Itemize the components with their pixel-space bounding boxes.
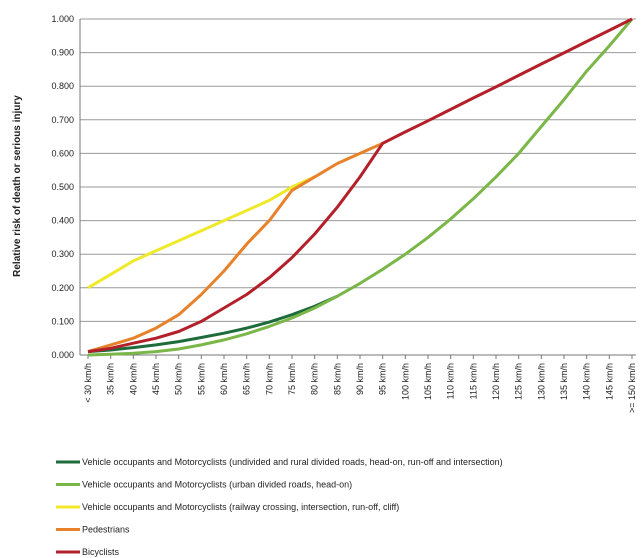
x-tick-label: < 30 km/h xyxy=(83,363,93,403)
x-tick-label: 50 km/h xyxy=(174,363,184,395)
y-tick-label: 0.600 xyxy=(51,148,74,158)
x-tick-label: 60 km/h xyxy=(219,363,229,395)
series-line xyxy=(87,18,634,357)
x-tick-label: 135 km/h xyxy=(559,363,569,400)
x-tick-label: 105 km/h xyxy=(423,363,433,400)
legend-label: Vehicle occupants and Motorcyclists (urb… xyxy=(82,480,352,490)
x-tick-label: 55 km/h xyxy=(196,363,206,395)
y-tick-label: 0.700 xyxy=(51,115,74,125)
x-tick-label: 95 km/h xyxy=(378,363,388,395)
x-tick-label: 120 km/h xyxy=(491,363,501,400)
x-tick-label: >= 150 km/h xyxy=(627,363,637,413)
y-tick-label: 0.000 xyxy=(51,350,74,360)
x-tick-label: 70 km/h xyxy=(264,363,274,395)
x-tick-label: 65 km/h xyxy=(242,363,252,395)
x-tick-label: 100 km/h xyxy=(400,363,410,400)
x-tick-label: 130 km/h xyxy=(536,363,546,400)
legend-label: Pedestrians xyxy=(82,525,130,535)
y-tick-label: 0.100 xyxy=(51,316,74,326)
y-tick-label: 0.200 xyxy=(51,283,74,293)
series-line xyxy=(87,294,338,354)
y-tick-label: 0.900 xyxy=(51,48,74,58)
series-line xyxy=(87,175,316,290)
series-line xyxy=(87,141,384,354)
x-tick-label: 80 km/h xyxy=(310,363,320,395)
x-tick-label: 40 km/h xyxy=(128,363,138,395)
y-axis-label: Relative risk of death or serious injury xyxy=(12,95,23,277)
legend-label: Bicyclists xyxy=(82,547,120,557)
x-tick-label: 35 km/h xyxy=(106,363,116,395)
y-tick-label: 0.300 xyxy=(51,249,74,259)
y-tick-label: 0.800 xyxy=(51,81,74,91)
x-tick-label: 140 km/h xyxy=(582,363,592,400)
legend-label: Vehicle occupants and Motorcyclists (und… xyxy=(82,457,503,467)
legend-label: Vehicle occupants and Motorcyclists (rai… xyxy=(82,502,399,512)
x-tick-label: 145 km/h xyxy=(604,363,614,400)
series-line xyxy=(87,17,633,354)
y-tick-label: 0.500 xyxy=(51,182,74,192)
y-tick-label: 1.000 xyxy=(51,14,74,24)
x-tick-label: 125 km/h xyxy=(514,363,524,400)
x-tick-label: 75 km/h xyxy=(287,363,297,395)
y-tick-label: 0.400 xyxy=(51,216,74,226)
x-tick-label: 110 km/h xyxy=(446,363,456,399)
x-tick-label: 45 km/h xyxy=(151,363,161,395)
x-tick-label: 115 km/h xyxy=(468,363,478,399)
x-tick-label: 85 km/h xyxy=(332,363,342,395)
x-tick-label: 90 km/h xyxy=(355,363,365,395)
